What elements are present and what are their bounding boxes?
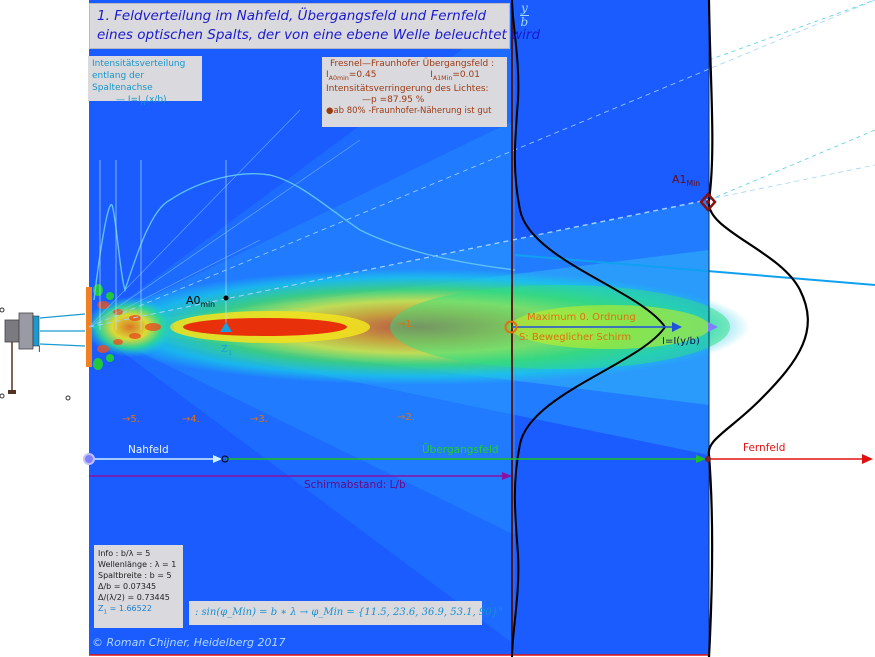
info-box: Info : b/λ = 5 Wellenlänge : λ = 1 Spalt… xyxy=(94,545,183,628)
info-row-3: Spaltbreite : b = 5 xyxy=(98,571,172,580)
title-line-2: eines optischen Spalts, der von eine ebe… xyxy=(97,27,541,43)
intensity-function-label: I=I(y/b) xyxy=(662,336,700,347)
source-dot-2 xyxy=(65,395,71,401)
a1-marker[interactable] xyxy=(699,192,717,212)
z1-point[interactable] xyxy=(221,455,229,463)
schirm-label: S: Beweglicher Schirm xyxy=(519,332,632,343)
z1-marker[interactable] xyxy=(220,322,232,332)
nahfeld-label: Nahfeld xyxy=(128,444,169,456)
fresnel-line-3: Intensitätsverringerung des Lichtes: xyxy=(326,83,489,94)
a1-dot xyxy=(706,200,710,204)
fresnel-box: Fresnel—Fraunhofer Übergangsfeld : IA0mi… xyxy=(322,57,507,127)
start-point[interactable] xyxy=(83,453,95,465)
nahfeld-arrow-head xyxy=(213,455,222,463)
fernfeld-label: Fernfeld xyxy=(743,442,786,454)
lamp-label: I xyxy=(38,345,41,355)
intensity-info-box: Intensitätsverteilung entlang der Spalte… xyxy=(88,56,202,107)
axial-intensity-curve xyxy=(93,173,516,301)
source-dot-1 xyxy=(0,307,5,313)
far-axis-head xyxy=(708,322,718,332)
far-field-intensity-curve xyxy=(707,0,809,657)
formula-box: : sin(φ_Min) = b ∗ λ → φ_Min = {11.5, 23… xyxy=(189,601,503,625)
fernfeld-arrow-head xyxy=(862,454,873,464)
order-marker-2: →2. xyxy=(397,412,415,423)
outer-dashed-lines xyxy=(708,0,875,201)
source-dot-3 xyxy=(0,393,5,399)
fresnel-line-2: IA0min=0.45 IA1Min=0.01 xyxy=(326,70,480,82)
order-lines xyxy=(88,0,875,328)
order-marker-3: →3. xyxy=(250,414,268,425)
fresnel-line-4: —p =87.95 % xyxy=(362,94,425,105)
guide-lines xyxy=(99,160,227,330)
order-marker-5: →5. xyxy=(122,414,140,425)
near-field-pattern xyxy=(85,297,175,357)
info-row-1: Info : b/λ = 5 xyxy=(98,549,151,558)
axial-intensity-tail xyxy=(514,254,875,286)
intensity-line-3: — I=IH(x/b) xyxy=(116,95,167,107)
a0-label: A0min xyxy=(186,294,216,310)
schirmabstand-arrow-head xyxy=(502,472,512,480)
axis-label-fraction: y b xyxy=(520,1,529,29)
info-row-5: Δ/(λ/2) = 0.73445 xyxy=(98,593,170,602)
info-row-4: Δ/b = 0.07345 xyxy=(98,582,157,591)
axis-arrow-head xyxy=(672,322,682,332)
info-row-6: Z1 = 1.66522 xyxy=(98,604,152,616)
a1-label: A1Min xyxy=(672,173,701,189)
title-box: 1. Feldverteilung im Nahfeld, Übergangsf… xyxy=(89,3,541,49)
fresnel-line-5: ●ab 80% -Fraunhofer-Näherung ist gut xyxy=(326,105,492,116)
faint-rays xyxy=(88,109,361,328)
order-marker-4: →4. xyxy=(182,414,200,425)
order-marker-1: →1. xyxy=(397,319,415,330)
fresnel-line-1: Fresnel—Fraunhofer Übergangsfeld : xyxy=(330,59,495,69)
light-source xyxy=(4,312,86,394)
copyright-label: © Roman Chijner, Heidelberg 2017 xyxy=(92,636,286,649)
near-field-green-lobes xyxy=(93,284,114,370)
intensity-line-2: entlang der Spaltenachse xyxy=(92,71,153,93)
uebergang-arrow-head xyxy=(696,455,706,463)
z1-label: Z1 xyxy=(221,344,233,357)
title-line-1: 1. Feldverteilung im Nahfeld, Übergangsf… xyxy=(97,8,487,24)
schirmabstand-label: Schirmabstand: L/b xyxy=(304,479,406,491)
screen-point[interactable] xyxy=(504,320,518,334)
beam-hotspot-red xyxy=(183,318,347,336)
maximum-label: Maximum 0. Ordnung xyxy=(527,312,636,323)
a0-point[interactable] xyxy=(223,295,229,301)
info-row-2: Wellenlänge : λ = 1 xyxy=(98,560,177,569)
intensity-line-1: Intensitätsverteilung xyxy=(92,59,186,69)
far-point[interactable] xyxy=(705,456,711,462)
uebergang-label: Übergangsfeld xyxy=(422,444,499,456)
